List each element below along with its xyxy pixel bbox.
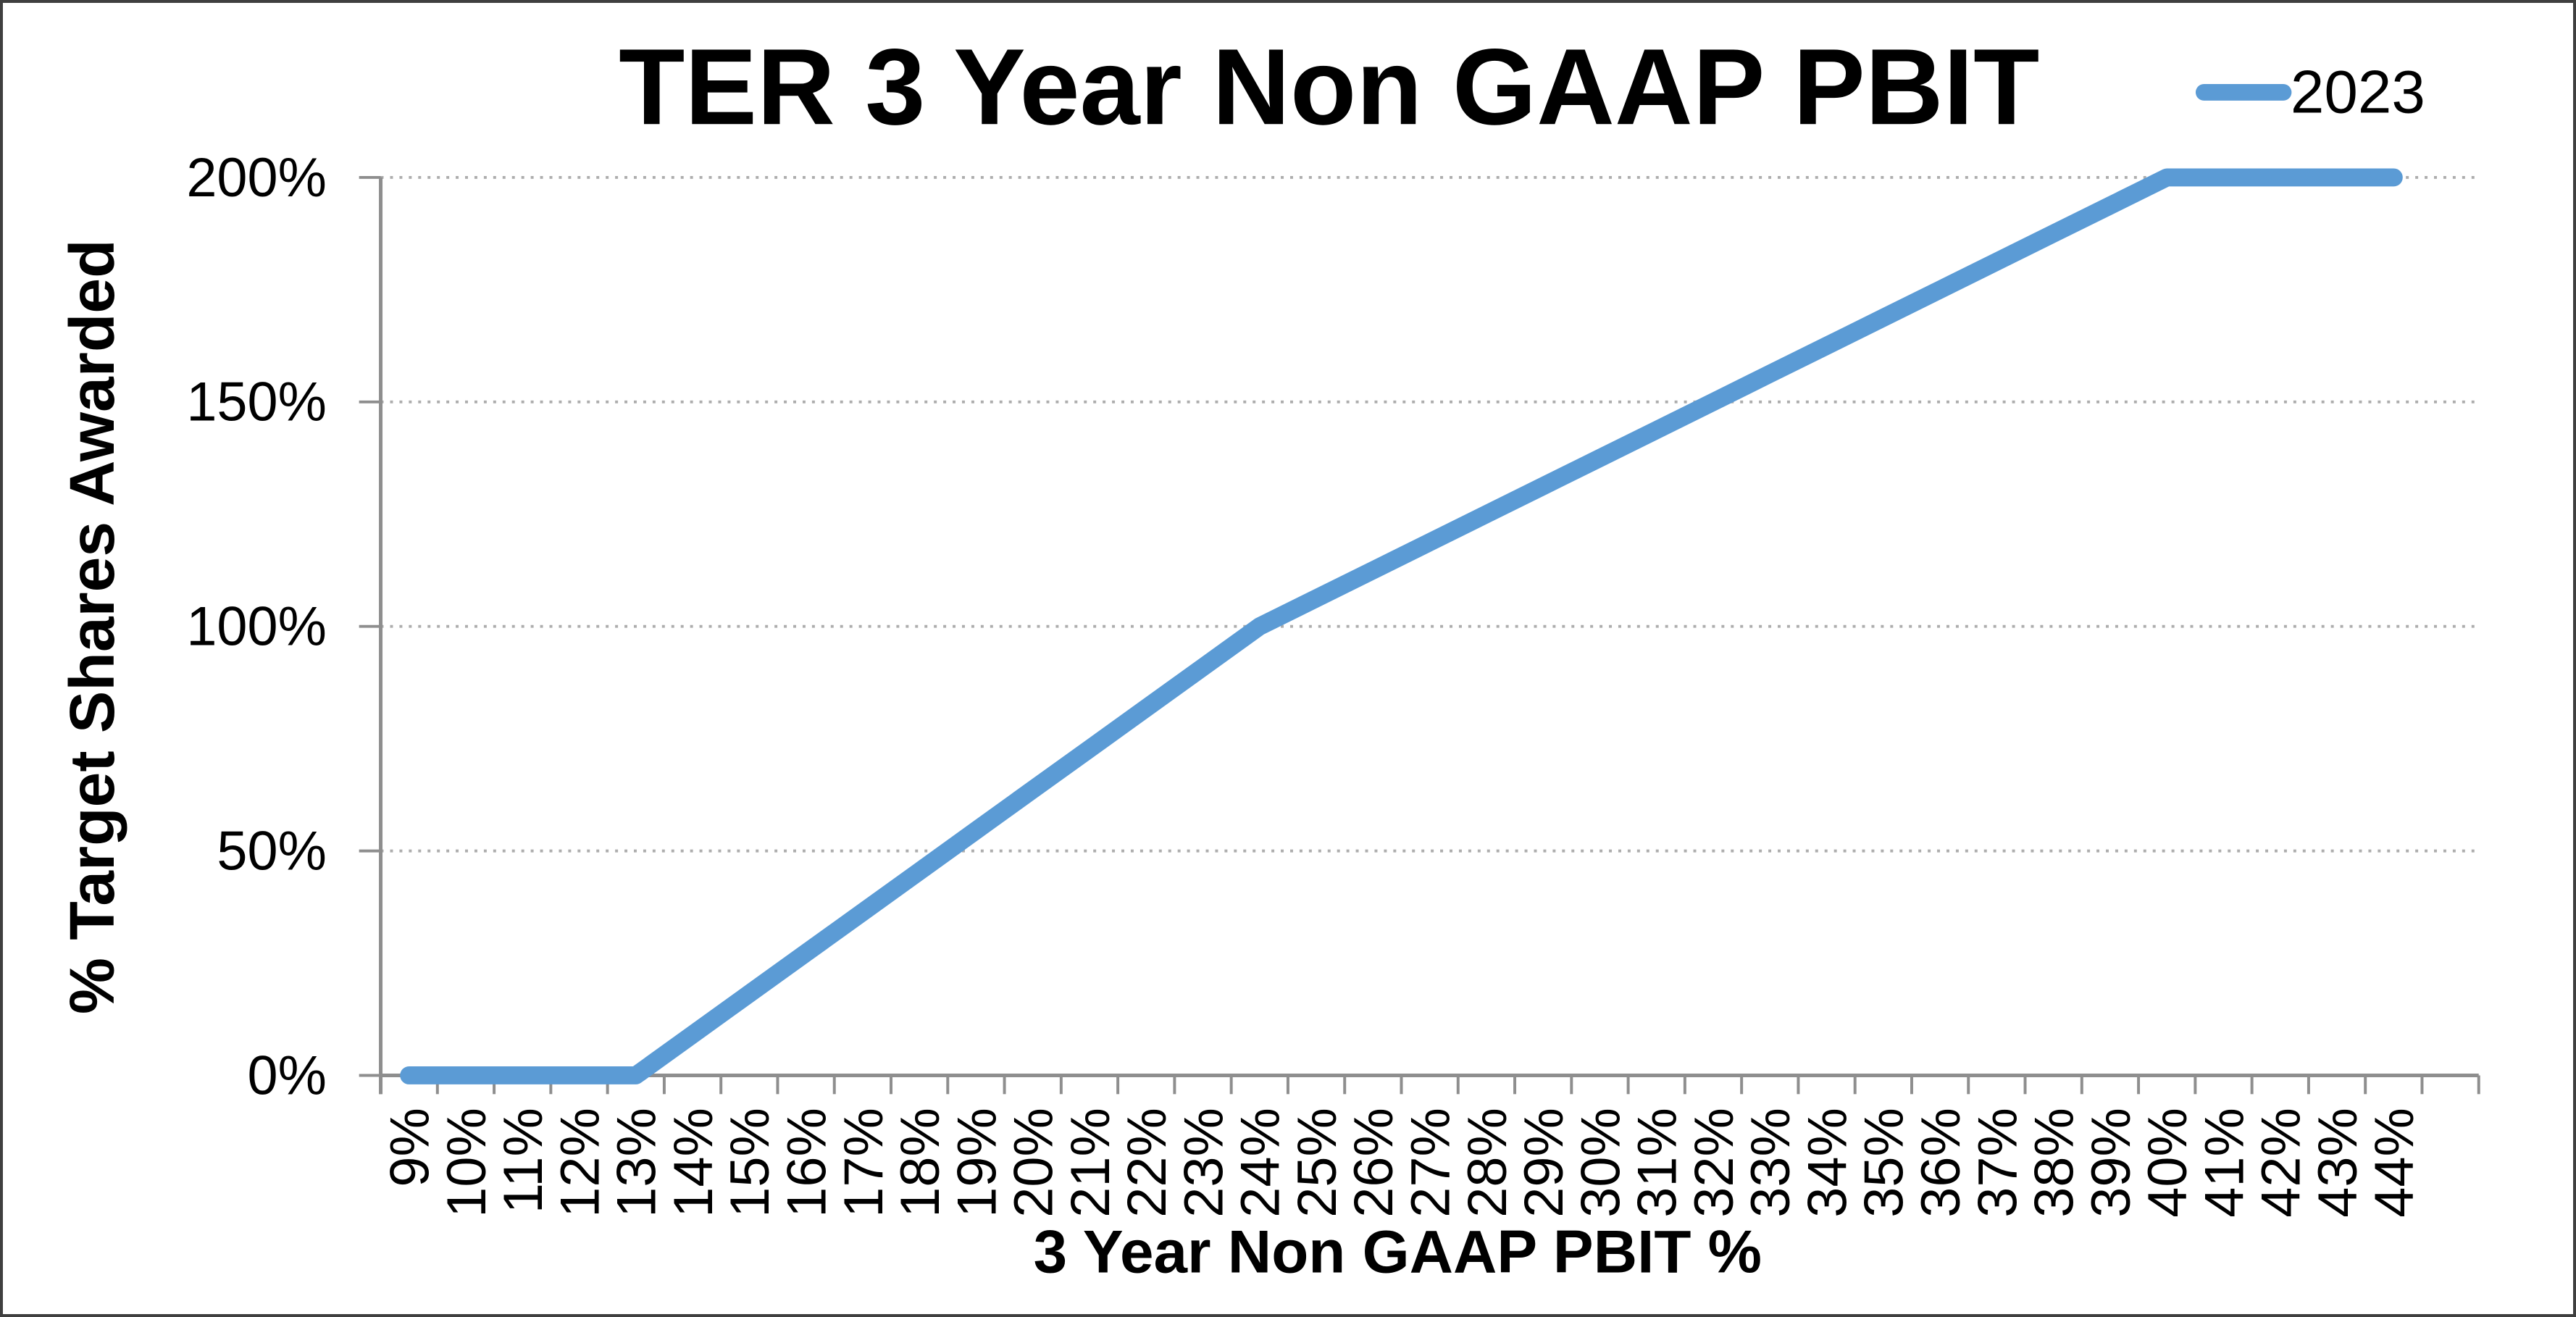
x-tick-label: 41%: [2194, 1108, 2255, 1217]
x-tick-label: 10%: [437, 1108, 498, 1217]
y-axis-ticks: [359, 175, 381, 1077]
x-tick-label: 25%: [1287, 1108, 1348, 1217]
line-chart: 0% 50% 100% 150% 200% 9%10%11%12%13%14%15%16…: [57, 26, 2480, 1285]
x-tick-label: 26%: [1344, 1108, 1405, 1217]
x-tick-label: 13%: [607, 1108, 668, 1217]
x-tick-label: 9%: [380, 1108, 441, 1187]
x-axis-ticks: [379, 1075, 2480, 1095]
gridlines: [380, 175, 2479, 853]
x-tick-label: 22%: [1117, 1108, 1178, 1217]
y-tick-label: 150%: [186, 372, 327, 433]
x-tick-label: 19%: [947, 1108, 1008, 1217]
x-tick-label: 39%: [2081, 1108, 2142, 1217]
x-tick-label: 28%: [1458, 1108, 1518, 1217]
x-tick-label: 31%: [1628, 1108, 1689, 1217]
legend: 2023: [2195, 57, 2425, 125]
x-tick-label: 43%: [2308, 1108, 2369, 1217]
x-axis-title: 3 Year Non GAAP PBIT %: [1034, 1217, 1762, 1285]
x-tick-label: 33%: [1741, 1108, 1802, 1217]
x-tick-label: 16%: [777, 1108, 837, 1217]
x-tick-labels: 9%10%11%12%13%14%15%16%17%18%19%20%21%22…: [380, 1108, 2426, 1217]
y-tick-label: 200%: [186, 148, 327, 209]
x-tick-label: 14%: [664, 1108, 724, 1217]
y-tick-labels: 0% 50% 100% 150% 200%: [186, 148, 327, 1107]
x-tick-label: 11%: [493, 1108, 554, 1213]
x-tick-label: 21%: [1061, 1108, 1121, 1217]
axes: [379, 177, 2479, 1095]
y-tick-label: 50%: [217, 821, 326, 882]
x-tick-label: 15%: [720, 1108, 781, 1217]
x-tick-label: 35%: [1854, 1108, 1915, 1217]
x-tick-label: 30%: [1571, 1108, 1631, 1217]
x-tick-label: 18%: [890, 1108, 951, 1217]
x-tick-label: 12%: [550, 1108, 611, 1217]
x-tick-label: 20%: [1004, 1108, 1065, 1217]
chart-title: TER 3 Year Non GAAP PBIT: [619, 26, 2039, 147]
x-tick-label: 36%: [1911, 1108, 1972, 1217]
x-tick-label: 23%: [1174, 1108, 1234, 1217]
y-tick-label: 0%: [248, 1045, 327, 1106]
x-tick-label: 38%: [2025, 1108, 2086, 1217]
x-tick-label: 27%: [1401, 1108, 1462, 1217]
x-tick-label: 42%: [2251, 1108, 2312, 1217]
y-axis-title: % Target Shares Awarded: [57, 239, 127, 1014]
y-tick-label: 100%: [186, 597, 327, 658]
legend-label-2023: 2023: [2291, 57, 2425, 125]
x-tick-label: 17%: [834, 1108, 895, 1217]
x-tick-label: 37%: [1967, 1108, 2028, 1217]
x-tick-label: 44%: [2364, 1108, 2425, 1217]
x-tick-label: 34%: [1797, 1108, 1858, 1217]
x-tick-label: 40%: [2138, 1108, 2199, 1217]
x-tick-label: 24%: [1231, 1108, 1292, 1217]
x-tick-label: 32%: [1684, 1108, 1745, 1217]
x-tick-label: 29%: [1514, 1108, 1575, 1217]
series-2023-line: [400, 168, 2403, 1084]
